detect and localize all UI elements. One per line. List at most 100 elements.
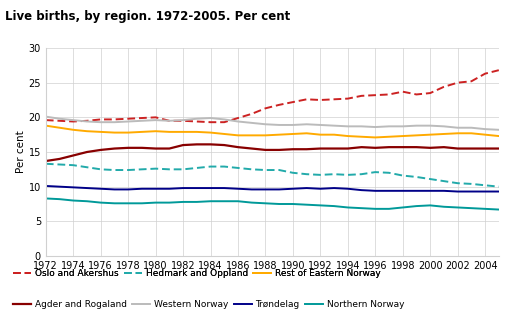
Northern Norway	[345, 205, 351, 209]
Agder and Rogaland	[358, 145, 364, 149]
Rest of Eastern Norway	[290, 132, 296, 136]
Oslo and Akershus	[153, 116, 159, 119]
Agder and Rogaland	[221, 143, 228, 147]
Trøndelag	[303, 186, 309, 190]
Northern Norway	[180, 200, 186, 204]
Trøndelag	[345, 187, 351, 191]
Agder and Rogaland	[139, 146, 145, 150]
Northern Norway	[303, 203, 309, 207]
Rest of Eastern Norway	[56, 126, 63, 130]
Rest of Eastern Norway	[276, 133, 282, 137]
Hedmark and Oppland	[427, 177, 433, 181]
Rest of Eastern Norway	[194, 130, 200, 134]
Line: Trøndelag: Trøndelag	[46, 186, 499, 191]
Oslo and Akershus	[221, 120, 228, 124]
Agder and Rogaland	[70, 154, 76, 157]
Northern Norway	[386, 207, 392, 211]
Western Norway	[166, 119, 173, 123]
Agder and Rogaland	[98, 148, 104, 152]
Hedmark and Oppland	[276, 168, 282, 172]
Western Norway	[221, 117, 228, 121]
Trøndelag	[276, 188, 282, 191]
Northern Norway	[208, 199, 214, 203]
Trøndelag	[468, 189, 474, 193]
Northern Norway	[358, 206, 364, 210]
Western Norway	[290, 123, 296, 127]
Western Norway	[276, 123, 282, 127]
Trøndelag	[43, 184, 49, 188]
Hedmark and Oppland	[303, 172, 309, 176]
Agder and Rogaland	[441, 145, 447, 149]
Hedmark and Oppland	[70, 163, 76, 167]
Rest of Eastern Norway	[386, 135, 392, 139]
Hedmark and Oppland	[372, 170, 378, 174]
Northern Norway	[317, 204, 323, 207]
Hedmark and Oppland	[482, 183, 488, 187]
Agder and Rogaland	[208, 142, 214, 146]
Rest of Eastern Norway	[358, 135, 364, 139]
Trøndelag	[111, 188, 118, 191]
Agder and Rogaland	[43, 159, 49, 163]
Oslo and Akershus	[166, 119, 173, 123]
Oslo and Akershus	[98, 117, 104, 121]
Agder and Rogaland	[290, 147, 296, 151]
Line: Agder and Rogaland: Agder and Rogaland	[46, 144, 499, 161]
Northern Norway	[235, 199, 241, 203]
Trøndelag	[482, 189, 488, 193]
Agder and Rogaland	[125, 146, 131, 150]
Hedmark and Oppland	[208, 164, 214, 168]
Agder and Rogaland	[111, 147, 118, 150]
Trøndelag	[84, 186, 90, 190]
Hedmark and Oppland	[180, 167, 186, 171]
Oslo and Akershus	[358, 94, 364, 98]
Trøndelag	[496, 189, 502, 193]
Trøndelag	[166, 187, 173, 191]
Agder and Rogaland	[468, 147, 474, 150]
Agder and Rogaland	[84, 150, 90, 154]
Agder and Rogaland	[386, 145, 392, 149]
Oslo and Akershus	[84, 119, 90, 123]
Trøndelag	[125, 188, 131, 191]
Northern Norway	[166, 201, 173, 204]
Agder and Rogaland	[263, 148, 269, 152]
Agder and Rogaland	[166, 147, 173, 150]
Hedmark and Oppland	[235, 166, 241, 170]
Western Norway	[482, 127, 488, 131]
Western Norway	[153, 118, 159, 122]
Rest of Eastern Norway	[441, 132, 447, 136]
Agder and Rogaland	[180, 143, 186, 147]
Y-axis label: Per cent: Per cent	[16, 131, 25, 173]
Agder and Rogaland	[331, 147, 337, 150]
Hedmark and Oppland	[386, 171, 392, 175]
Agder and Rogaland	[345, 147, 351, 150]
Trøndelag	[317, 187, 323, 191]
Western Norway	[345, 124, 351, 128]
Northern Norway	[427, 204, 433, 207]
Trøndelag	[70, 186, 76, 189]
Agder and Rogaland	[372, 146, 378, 150]
Hedmark and Oppland	[413, 175, 419, 179]
Rest of Eastern Norway	[70, 128, 76, 132]
Western Norway	[98, 120, 104, 124]
Western Norway	[496, 128, 502, 132]
Trøndelag	[386, 189, 392, 193]
Agder and Rogaland	[56, 157, 63, 161]
Western Norway	[43, 115, 49, 118]
Western Norway	[413, 124, 419, 128]
Western Norway	[358, 124, 364, 128]
Hedmark and Oppland	[345, 173, 351, 177]
Northern Norway	[290, 202, 296, 206]
Northern Norway	[468, 206, 474, 210]
Rest of Eastern Norway	[153, 129, 159, 133]
Northern Norway	[139, 201, 145, 205]
Hedmark and Oppland	[221, 164, 228, 168]
Hedmark and Oppland	[455, 181, 461, 185]
Trøndelag	[180, 186, 186, 190]
Trøndelag	[331, 186, 337, 190]
Northern Norway	[400, 205, 406, 209]
Oslo and Akershus	[180, 119, 186, 123]
Line: Western Norway: Western Norway	[46, 116, 499, 130]
Trøndelag	[56, 185, 63, 188]
Oslo and Akershus	[441, 85, 447, 89]
Oslo and Akershus	[413, 92, 419, 96]
